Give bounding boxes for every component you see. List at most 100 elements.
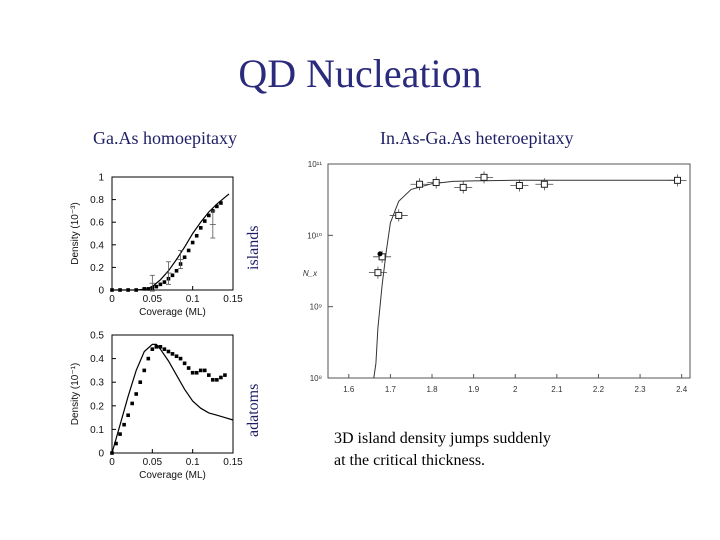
data-point — [211, 378, 215, 382]
data-point — [194, 370, 199, 375]
left-subtitle: Ga.As homoepitaxy — [93, 128, 237, 148]
plot-frame — [111, 334, 234, 454]
data-point — [395, 211, 403, 219]
data-point — [190, 370, 195, 375]
data-point — [118, 432, 122, 436]
x-tick-label: 0.05 — [143, 457, 163, 468]
caption-line-2: at the critical thickness. — [334, 452, 486, 469]
data-point — [114, 441, 118, 446]
data-point — [158, 282, 163, 287]
data-point — [154, 345, 159, 349]
y-tick-label: 10⁸ — [310, 374, 322, 383]
data-point — [146, 287, 151, 291]
data-point — [182, 361, 187, 366]
data-point — [138, 380, 143, 384]
slide-title: QD Nucleation — [238, 51, 482, 96]
data-point — [178, 356, 183, 361]
data-point — [223, 373, 227, 377]
data-point — [194, 233, 199, 238]
data-point — [377, 251, 383, 257]
data-point — [174, 268, 179, 273]
x-tick-label: 0.05 — [143, 294, 163, 305]
plot-frame — [111, 176, 234, 291]
y-axis-label: Density (10⁻³) — [70, 202, 81, 265]
model-curve — [111, 343, 234, 454]
island-density-chart: 0 0.05 0.1 0.15 0 0.2 0.4 0.6 0.8 1 Coverage (ML) D… — [70, 173, 243, 319]
y-tick-label: 0.5 — [90, 331, 104, 342]
data-point — [215, 378, 219, 382]
y-tick-label: 1 — [98, 173, 104, 184]
data-point — [540, 180, 548, 188]
x-axis-label: Coverage (ML) — [139, 470, 206, 481]
data-point — [158, 345, 163, 349]
y-tick-label: 0.4 — [90, 240, 104, 251]
data-point — [202, 219, 207, 223]
y-tick-label: 0.2 — [90, 401, 104, 412]
data-point — [170, 273, 175, 278]
heteroepitaxy-island-density-chart: 1.6 1.7 1.8 1.9 2 2.1 2.2 2.3 2.4 10⁸ 10⁹ 10¹⁰ 10¹¹ N… — [303, 160, 691, 394]
x-tick-label: 0.1 — [186, 457, 200, 468]
x-tick-label: 0.15 — [223, 457, 243, 468]
data-point — [674, 176, 682, 184]
caption-line-1: 3D island density jumps suddenly — [334, 430, 551, 447]
x-tick-label: 1.9 — [468, 385, 480, 394]
y-tick-label: 0.3 — [90, 378, 104, 389]
data-point — [202, 368, 207, 373]
data-point — [142, 368, 147, 373]
data-point — [126, 413, 130, 418]
data-point — [374, 269, 382, 277]
y-tick-label: 10¹¹ — [308, 160, 323, 169]
data-point — [146, 356, 151, 361]
data-point — [134, 392, 138, 396]
data-point — [174, 354, 179, 359]
x-tick-label: 0.15 — [223, 294, 243, 305]
plot-frame — [327, 163, 691, 379]
y-axis-label: N_x — [303, 269, 318, 278]
data-point — [182, 255, 187, 260]
data-point — [162, 280, 167, 284]
data-point — [170, 352, 175, 356]
model-curve — [112, 193, 230, 291]
data-point — [190, 240, 195, 245]
data-point — [110, 288, 114, 292]
data-point — [150, 347, 155, 351]
data-point — [130, 401, 134, 406]
right-subtitle: In.As-Ga.As heteroepitaxy — [380, 128, 574, 148]
data-point — [142, 287, 147, 291]
x-tick-label: 0.1 — [186, 294, 200, 305]
data-point — [186, 366, 191, 370]
data-point — [207, 373, 211, 377]
x-tick-label: 1.7 — [385, 385, 397, 394]
y-tick-label: 10¹⁰ — [307, 231, 322, 240]
data-point — [162, 347, 167, 351]
data-point — [186, 248, 191, 253]
data-point — [134, 288, 138, 292]
y-tick-label: 0 — [98, 286, 104, 297]
x-tick-label: 2.1 — [551, 385, 563, 394]
data-point — [154, 284, 159, 289]
adatom-density-chart: 0 0.05 0.1 0.15 0 0.1 0.2 0.3 0.4 0.5 Coverage (ML… — [70, 331, 243, 482]
x-axis-label: Coverage (ML) — [139, 307, 206, 318]
x-tick-label: 0 — [109, 294, 115, 305]
data-point — [118, 288, 122, 292]
data-point — [198, 226, 203, 230]
data-point — [459, 183, 467, 191]
data-point — [215, 204, 219, 209]
data-point — [198, 368, 203, 373]
y-tick-label: 0.6 — [90, 218, 104, 229]
y-axis-label: Density (10⁻¹) — [70, 363, 81, 426]
data-point — [480, 173, 488, 181]
data-point — [432, 179, 440, 187]
y-tick-label: 0.4 — [90, 354, 104, 365]
data-point — [219, 201, 223, 205]
x-tick-label: 0 — [109, 457, 115, 468]
x-tick-label: 1.8 — [426, 385, 438, 394]
x-tick-label: 2 — [513, 385, 518, 394]
data-point — [122, 422, 126, 427]
y-tick-label: 0.2 — [90, 263, 104, 274]
y-tick-label: 0.1 — [90, 425, 104, 436]
fit-curve — [373, 179, 678, 379]
data-point — [219, 375, 223, 380]
caption: 3D island density jumps suddenly at the … — [334, 428, 551, 472]
data-point — [416, 180, 424, 188]
